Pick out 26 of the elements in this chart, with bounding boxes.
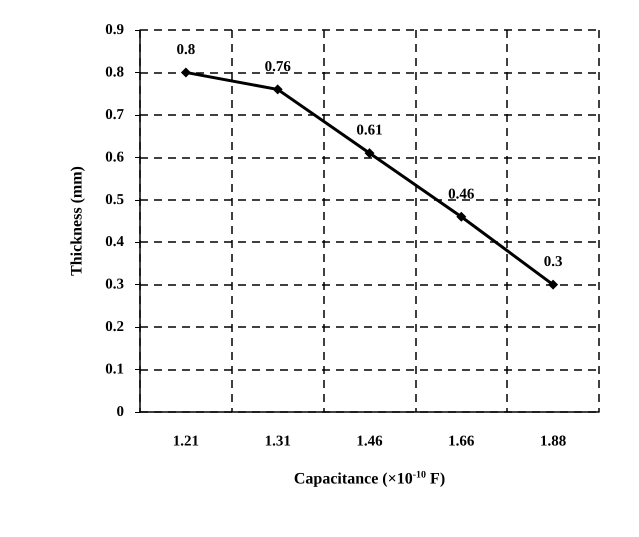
- x-tick-label: 1.46: [356, 434, 384, 450]
- x-tick-label: 1.88: [540, 434, 566, 450]
- y-tick-label: 0.1: [105, 362, 124, 378]
- x-tick-label: 1.31: [264, 434, 291, 450]
- y-tick-label: 0.7: [105, 106, 124, 123]
- point: [548, 280, 558, 290]
- y-tick-label: 0.3: [105, 276, 124, 293]
- point: [456, 212, 466, 222]
- data-label: 0.46: [448, 186, 475, 202]
- point: [364, 148, 374, 158]
- y-tick-label: 0: [116, 404, 124, 420]
- y-tick-label: 0.8: [105, 64, 124, 80]
- y-tick-label: 0.6: [105, 149, 124, 166]
- y-tick-label: 0.9: [105, 22, 124, 38]
- point: [272, 84, 283, 94]
- y-tick-label: 0.2: [105, 319, 124, 336]
- data-label: 0.76: [264, 58, 292, 75]
- x-tick-label: 1.21: [172, 434, 200, 450]
- y-axis-title: Thickness (mm): [68, 166, 86, 276]
- y-tick-label: 0.5: [105, 192, 124, 208]
- y-tick-label: 0.4: [105, 234, 124, 250]
- data-label: 0.61: [356, 122, 383, 139]
- data-label: 0.3: [544, 254, 562, 270]
- x-tick-label: 1.66: [448, 434, 475, 450]
- data-label: 0.8: [176, 42, 196, 58]
- point: [180, 67, 191, 78]
